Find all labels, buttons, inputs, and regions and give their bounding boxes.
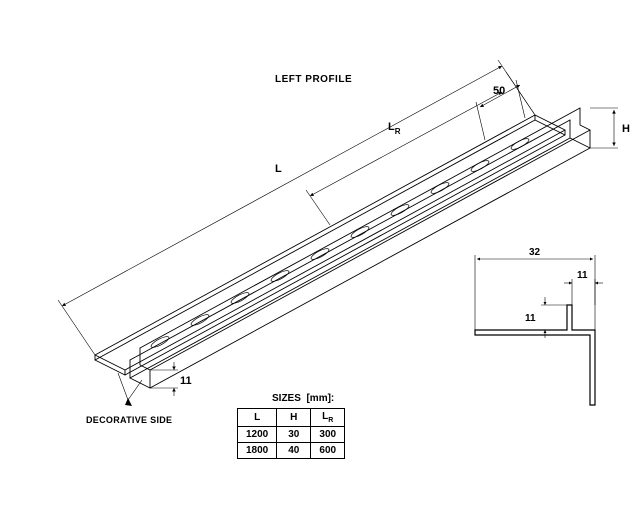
dim-50: 50: [493, 85, 505, 97]
sizes-cell: 1800: [238, 443, 277, 459]
sizes-cell: 40: [277, 443, 311, 459]
cross-section-drawing: 32 11 11: [455, 235, 625, 425]
sizes-table: LHLR 120030300180040600: [237, 408, 345, 459]
callout-decorative-side: DECORATIVE SIDE: [86, 415, 172, 425]
sizes-label: SIZES [mm]:: [272, 393, 334, 404]
sizes-col-header: H: [277, 409, 311, 427]
sizes-col-header: LR: [311, 409, 345, 427]
dim-H: H: [622, 123, 630, 135]
dim-LR: LR: [388, 121, 401, 136]
dim-11: 11: [180, 375, 192, 387]
sizes-cell: 30: [277, 427, 311, 443]
cs-dim-32: 32: [529, 247, 541, 258]
sizes-cell: 600: [311, 443, 345, 459]
cs-dim-11h: 11: [525, 313, 536, 324]
cs-dim-11w: 11: [577, 270, 588, 281]
sizes-row: 120030300: [238, 427, 345, 443]
sizes-cell: 300: [311, 427, 345, 443]
dim-L: L: [275, 163, 282, 175]
sizes-col-header: L: [238, 409, 277, 427]
sizes-row: 180040600: [238, 443, 345, 459]
sizes-cell: 1200: [238, 427, 277, 443]
